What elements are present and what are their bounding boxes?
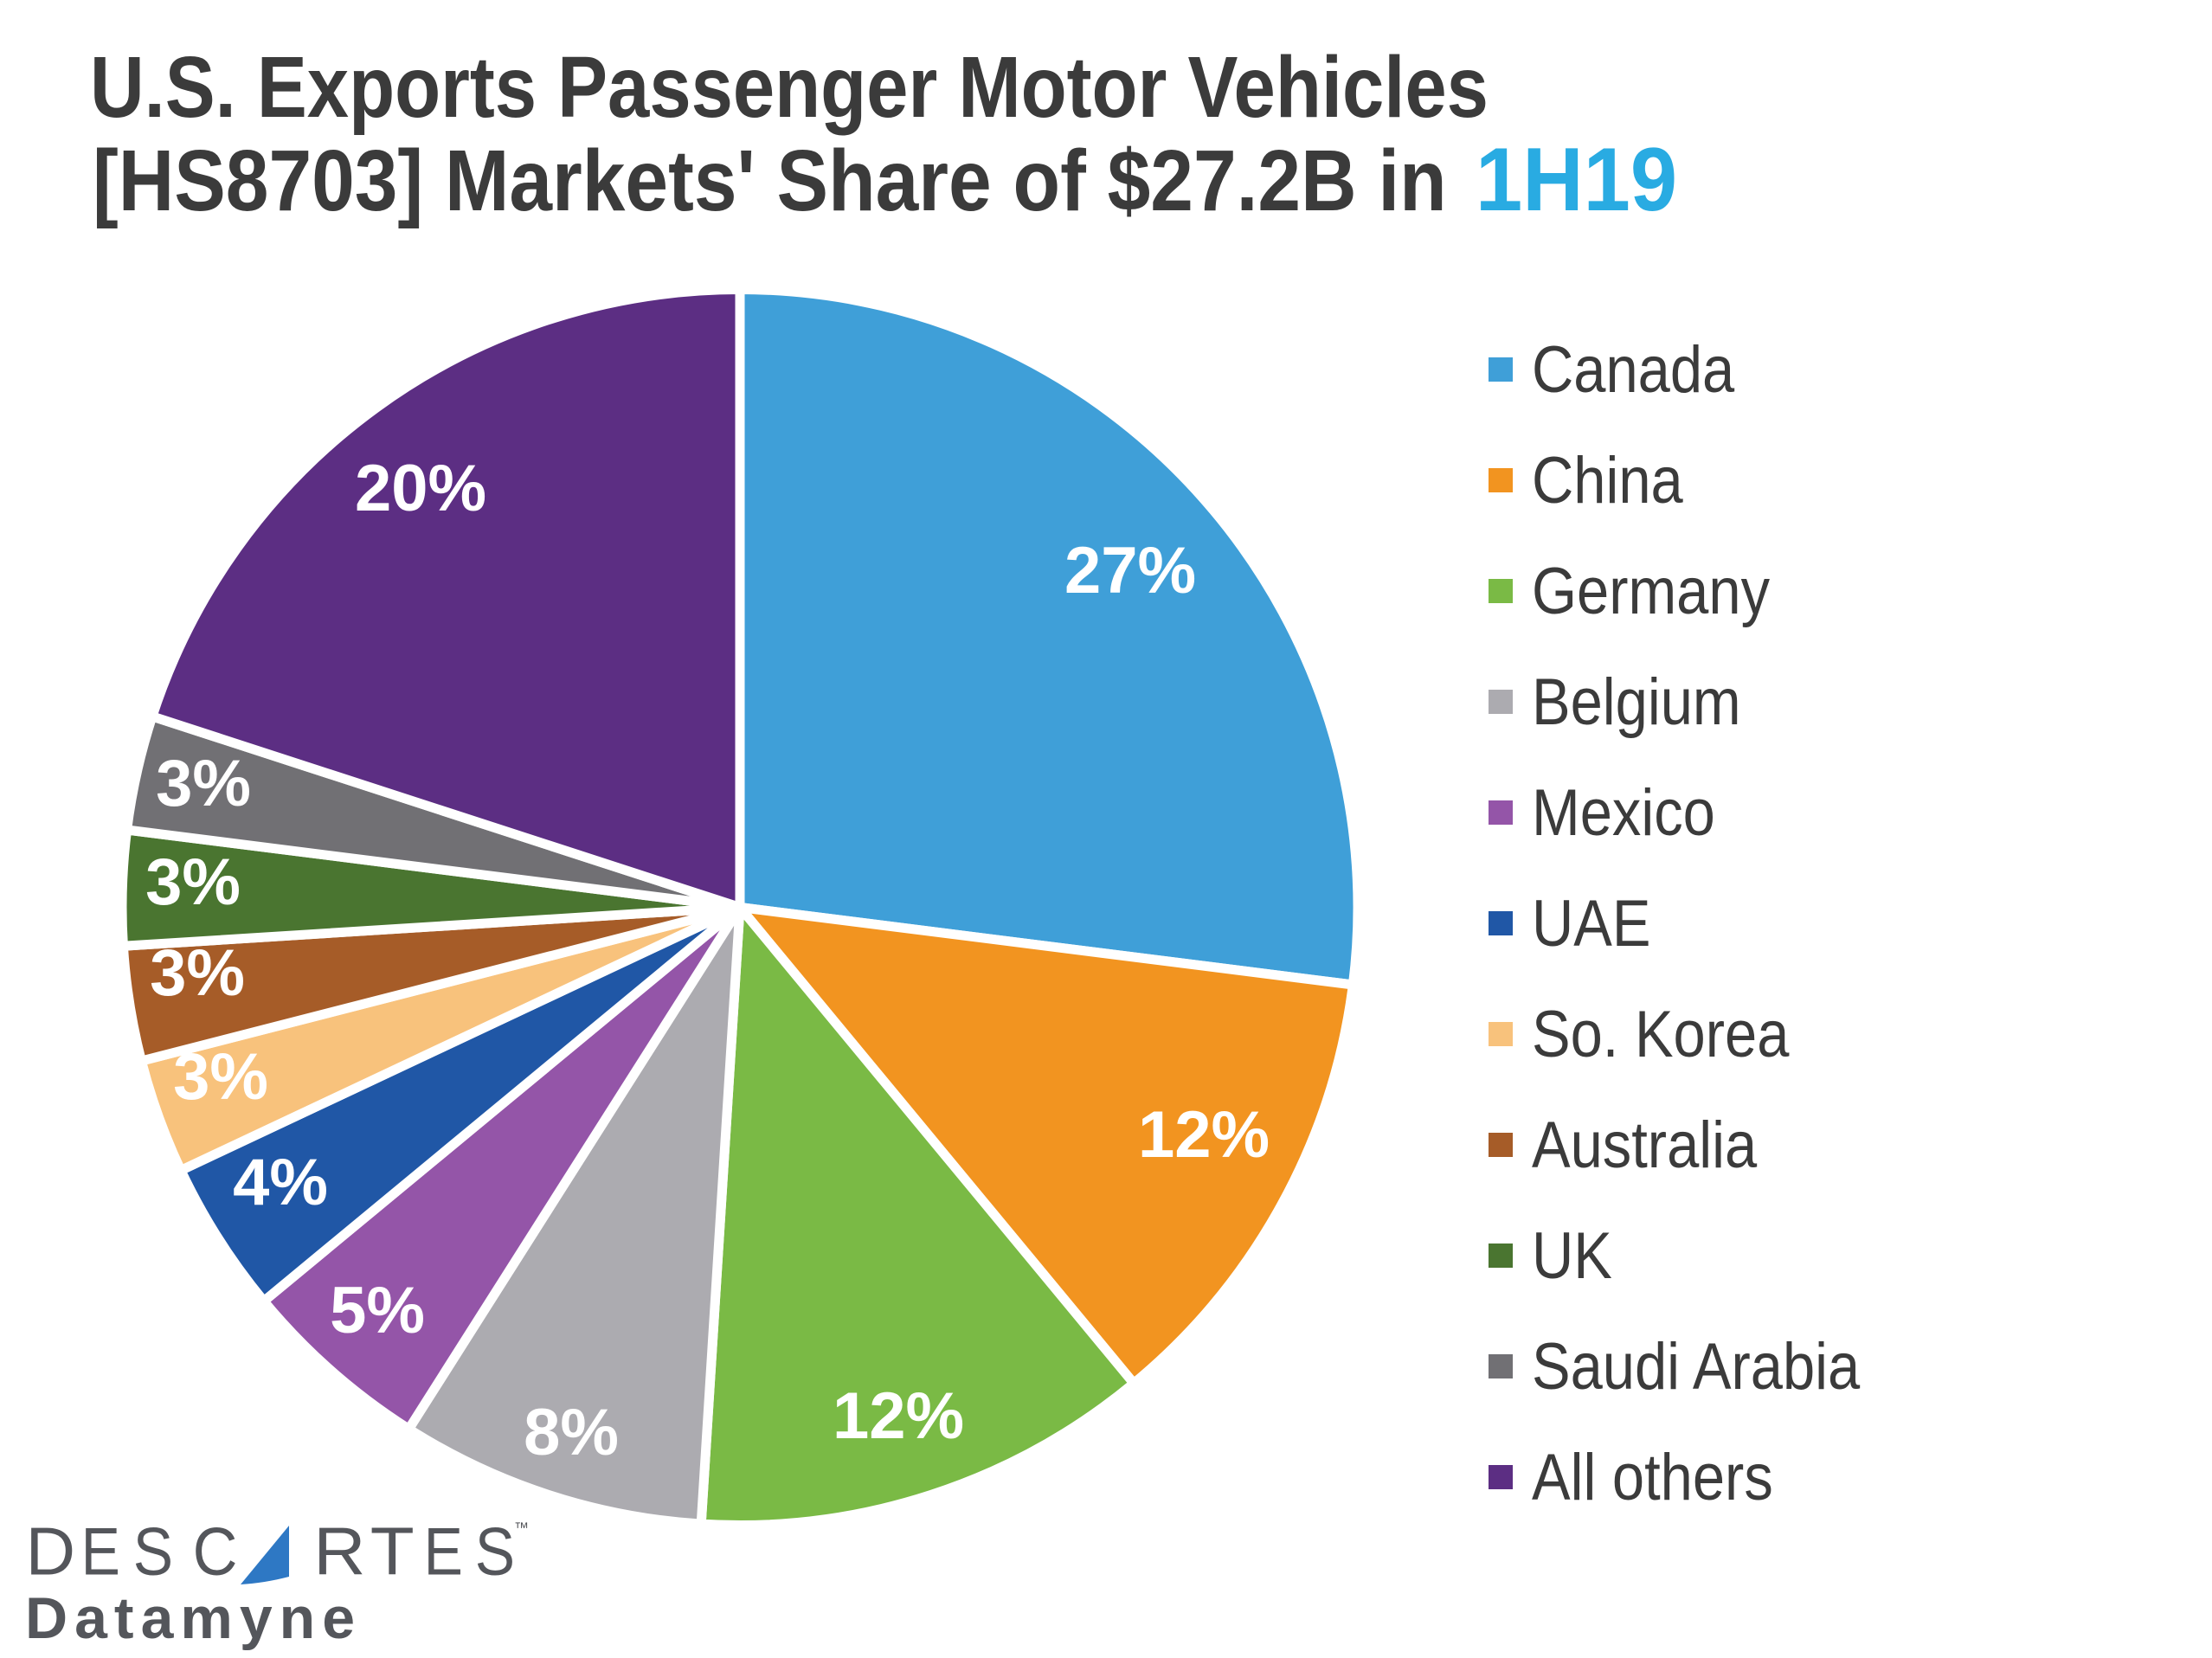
svg-text:S: S: [475, 1513, 515, 1590]
svg-text:T: T: [370, 1514, 415, 1590]
svg-text:Australia: Australia: [1532, 1109, 1757, 1182]
svg-text:5%: 5%: [330, 1274, 425, 1347]
svg-text:So. Korea: So. Korea: [1532, 998, 1790, 1071]
svg-text:U.S. Exports Passenger Motor V: U.S. Exports Passenger Motor Vehicles: [90, 38, 1489, 135]
svg-text:C: C: [193, 1513, 238, 1589]
svg-text:[HS8703] Markets' Share of $27: [HS8703] Markets' Share of $27.2B in: [93, 132, 1447, 229]
svg-text:27%: 27%: [1064, 534, 1196, 607]
svg-text:Datamyne: Datamyne: [25, 1585, 362, 1651]
svg-text:Saudi Arabia: Saudi Arabia: [1532, 1330, 1860, 1404]
svg-text:4%: 4%: [233, 1146, 328, 1219]
svg-text:E: E: [424, 1514, 463, 1589]
svg-text:3%: 3%: [145, 845, 241, 919]
svg-text:UK: UK: [1532, 1219, 1612, 1293]
svg-text:3%: 3%: [156, 747, 251, 820]
svg-text:20%: 20%: [355, 452, 486, 525]
svg-text:Mexico: Mexico: [1532, 776, 1715, 850]
svg-text:D: D: [26, 1513, 75, 1589]
svg-text:E: E: [81, 1514, 120, 1589]
svg-text:China: China: [1532, 444, 1683, 517]
svg-text:S: S: [133, 1513, 173, 1590]
svg-text:12%: 12%: [1138, 1098, 1270, 1172]
svg-text:12%: 12%: [833, 1379, 964, 1453]
svg-text:3%: 3%: [173, 1040, 268, 1114]
svg-text:R: R: [313, 1514, 365, 1590]
svg-text:UAE: UAE: [1532, 887, 1651, 961]
svg-text:Canada: Canada: [1532, 333, 1734, 407]
svg-text:8%: 8%: [524, 1396, 619, 1469]
svg-text:3%: 3%: [150, 936, 245, 1010]
svg-text:Germany: Germany: [1532, 555, 1770, 628]
svg-text:All others: All others: [1532, 1441, 1773, 1514]
svg-text:Belgium: Belgium: [1532, 665, 1741, 739]
svg-text:1H19: 1H19: [1476, 130, 1677, 230]
svg-text:™: ™: [514, 1520, 529, 1536]
